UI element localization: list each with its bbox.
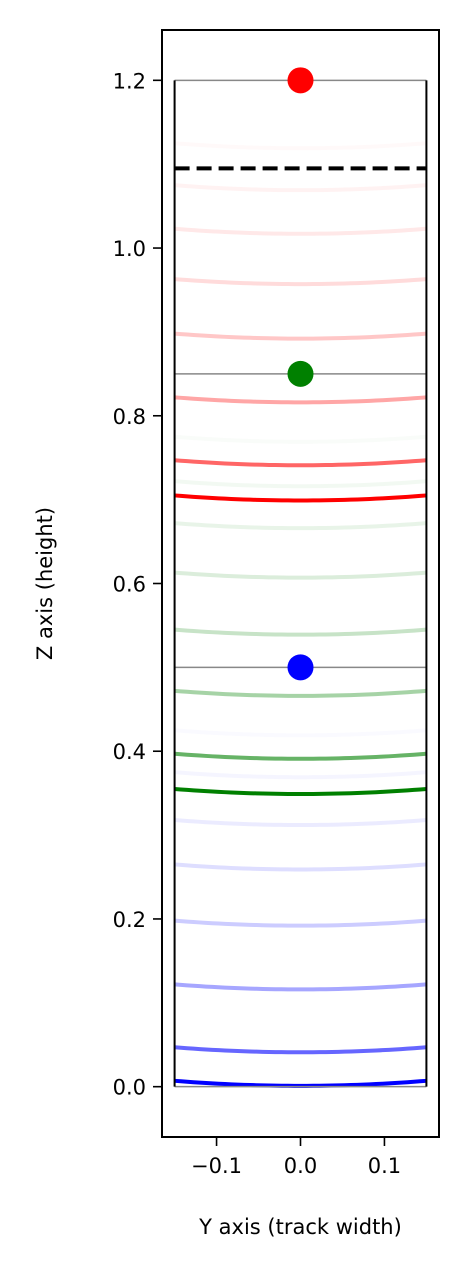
y-axis-label: Z axis (height) xyxy=(33,507,57,660)
curve-series-2-5 xyxy=(174,226,427,236)
plot-frame xyxy=(161,29,440,1138)
curve-series-1-2 xyxy=(174,688,427,698)
curve-series-0-1 xyxy=(174,1045,427,1055)
curve-series-2-2 xyxy=(174,395,427,405)
curve-series-1-0 xyxy=(174,786,427,797)
y-tick-label-0: 0.0 xyxy=(113,1076,146,1100)
y-tick-label-5: 1.0 xyxy=(113,237,146,261)
curve-series-0-2 xyxy=(174,982,427,992)
data-point-2 xyxy=(287,67,314,94)
plot-content xyxy=(173,67,428,1088)
curve-series-0-5 xyxy=(174,818,427,828)
curve-series-0-0 xyxy=(174,1078,427,1088)
curve-series-1-4 xyxy=(174,570,427,580)
curve-series-2-6 xyxy=(174,183,427,193)
y-tick-label-4: 0.8 xyxy=(113,405,146,429)
curve-series-0-4 xyxy=(174,862,427,872)
curve-series-2-7 xyxy=(175,143,427,148)
x-axis: −0.1 0.0 0.1 xyxy=(191,1137,401,1178)
y-axis: 0.0 0.2 0.4 0.6 0.8 1.0 1.2 xyxy=(113,69,162,1100)
curve-series-2-1 xyxy=(174,458,427,468)
data-point-0 xyxy=(287,654,314,681)
curve-series-1-7 xyxy=(175,437,427,442)
curve-series-2-3 xyxy=(174,331,427,341)
y-tick-label-2: 0.4 xyxy=(113,740,146,764)
curve-series-0-6 xyxy=(174,770,427,780)
curve-series-2-4 xyxy=(174,277,427,287)
curve-series-0-7 xyxy=(175,730,427,735)
x-axis-label: Y axis (track width) xyxy=(198,1215,402,1239)
curve-series-0-3 xyxy=(174,918,427,928)
curve-series-1-1 xyxy=(174,751,427,761)
x-tick-label-2: 0.1 xyxy=(368,1154,401,1178)
curve-series-2-0 xyxy=(174,493,427,503)
y-tick-label-3: 0.6 xyxy=(113,573,146,597)
y-tick-label-6: 1.2 xyxy=(113,69,146,93)
x-tick-label-1: 0.0 xyxy=(284,1154,317,1178)
curve-series-1-5 xyxy=(174,521,427,531)
x-tick-label-0: −0.1 xyxy=(191,1154,242,1178)
curve-series-1-3 xyxy=(174,627,427,637)
curve-series-1-6 xyxy=(174,479,427,489)
data-point-1 xyxy=(287,360,314,387)
y-tick-label-1: 0.2 xyxy=(113,908,146,932)
